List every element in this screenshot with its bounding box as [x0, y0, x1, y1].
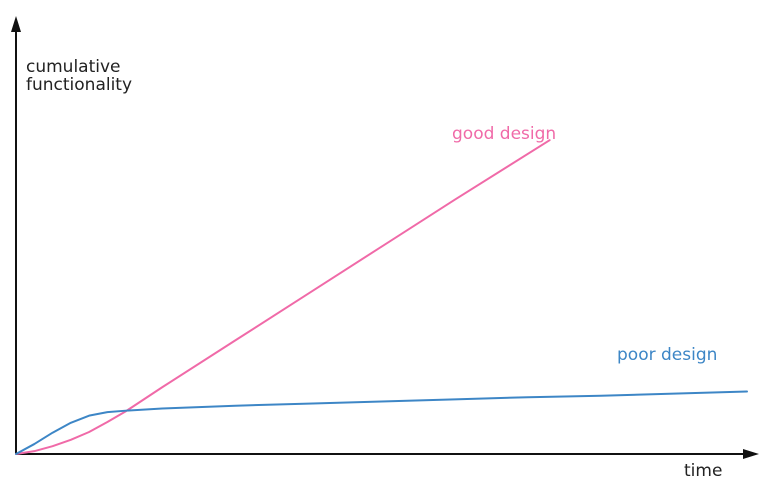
- y-axis-label-line-1: cumulative: [26, 57, 121, 77]
- poor-design-line: [15, 390, 748, 455]
- poor-design-label: poor design: [617, 345, 717, 365]
- series-layer: good design poor design: [15, 124, 748, 455]
- good-design-line: [15, 139, 551, 455]
- y-axis-label-line-2: functionality: [26, 75, 132, 95]
- x-axis-label: time: [684, 461, 722, 481]
- x-axis-arrowhead: [743, 449, 759, 459]
- y-axis-label: cumulative functionality: [26, 57, 132, 95]
- y-axis-arrowhead: [11, 16, 21, 32]
- axes: [11, 16, 759, 459]
- good-design-label: good design: [452, 124, 556, 144]
